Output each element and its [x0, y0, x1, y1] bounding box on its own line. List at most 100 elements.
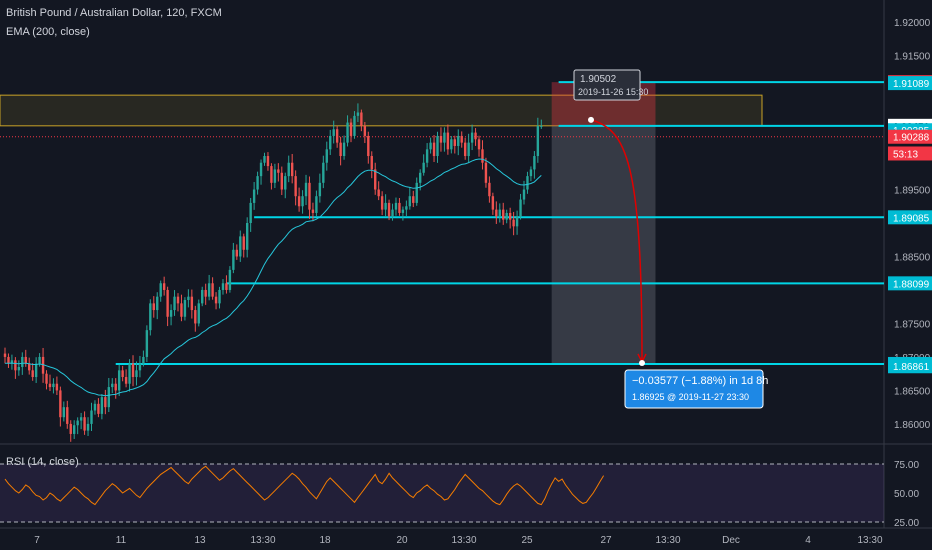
- price-label-bg-6: [888, 210, 932, 225]
- candle-body-119: [415, 182, 418, 203]
- candle-body-100: [349, 122, 353, 136]
- time-label-1: 11: [116, 535, 127, 546]
- candle-body-99: [346, 122, 349, 143]
- candle-body-125: [436, 135, 439, 157]
- candle-body-15: [55, 383, 59, 391]
- candle-body-82: [287, 162, 290, 177]
- candle-body-17: [62, 407, 66, 418]
- price-label-bg-1: [888, 76, 932, 91]
- candle-body-85: [297, 196, 301, 207]
- candle-body-57: [201, 289, 204, 304]
- candle-body-128: [446, 132, 450, 150]
- rsi-axis-tick-1: 50.00: [894, 489, 919, 500]
- price-tick-1: 1.91500: [894, 52, 931, 63]
- candle-body-97: [339, 142, 342, 157]
- candle-body-75: [263, 156, 266, 163]
- candle-body-72: [252, 189, 256, 203]
- rsi-band: [0, 464, 884, 522]
- rsi-axis-tick-2: 25.00: [894, 518, 919, 529]
- candle-body-102: [356, 112, 360, 116]
- candle-body-62: [218, 289, 221, 304]
- candle-body-98: [342, 142, 346, 157]
- candle-body-65: [228, 269, 232, 290]
- candle-body-24: [86, 423, 90, 431]
- candle-body-33: [117, 370, 121, 391]
- candle-body-136: [474, 132, 477, 140]
- candle-body-86: [301, 196, 304, 207]
- price-label-9: 1.86861: [893, 362, 930, 373]
- candle-body-108: [377, 189, 380, 197]
- candle-body-30: [107, 387, 110, 408]
- candle-body-103: [360, 112, 363, 126]
- candle-body-92: [322, 162, 325, 183]
- symbol-legend[interactable]: British Pound / Australian Dollar, 120, …: [6, 7, 222, 19]
- candle-body-21: [76, 420, 79, 426]
- candle-body-36: [128, 363, 131, 384]
- rsi-legend[interactable]: RSI (14, close): [6, 456, 79, 468]
- candle-body-110: [384, 202, 387, 210]
- candle-body-96: [335, 129, 339, 143]
- candle-body-90: [315, 196, 318, 213]
- candle-body-148: [515, 216, 519, 227]
- candle-body-51: [180, 303, 183, 317]
- price-label-bg-7: [888, 276, 932, 291]
- candle-body-87: [304, 182, 308, 197]
- candle-body-48: [169, 310, 173, 317]
- candle-body-131: [457, 135, 460, 146]
- candle-body-55: [194, 310, 197, 324]
- candle-body-25: [90, 410, 93, 424]
- candle-body-2: [10, 360, 14, 364]
- candle-body-79: [277, 169, 280, 173]
- candle-body-116: [405, 206, 408, 210]
- time-label-2: 13: [194, 535, 206, 546]
- candle-body-117: [408, 196, 412, 207]
- candle-body-70: [246, 223, 249, 250]
- candle-body-112: [391, 209, 394, 217]
- candle-body-7: [28, 363, 31, 371]
- candle-body-126: [439, 135, 443, 143]
- candle-body-91: [318, 182, 322, 197]
- price-label-bg-5: [888, 146, 932, 161]
- candle-body-140: [488, 182, 491, 197]
- price-label-6: 1.89085: [893, 213, 930, 224]
- candle-body-40: [142, 356, 145, 364]
- ema-legend[interactable]: EMA (200, close): [6, 26, 90, 38]
- candle-body-83: [290, 162, 294, 177]
- candle-body-34: [121, 370, 124, 378]
- candle-body-95: [332, 129, 335, 136]
- price-tick-4: 1.88500: [894, 252, 931, 263]
- candle-body-130: [453, 139, 456, 146]
- candle-body-37: [131, 363, 135, 378]
- candle-body-47: [166, 289, 169, 317]
- projection-arrow: [590, 119, 643, 362]
- rsi-line: [4, 465, 605, 506]
- candle-body-28: [100, 397, 104, 414]
- candle-body-43: [152, 303, 155, 311]
- candle-body-134: [467, 142, 470, 157]
- candle-body-56: [197, 303, 200, 324]
- candle-body-88: [308, 182, 311, 210]
- price-label-bg-9: [888, 359, 932, 374]
- candle-body-18: [66, 407, 69, 424]
- result-tooltip-box: [624, 369, 764, 409]
- candle-body-154: [536, 125, 540, 157]
- candle-body-46: [162, 283, 166, 290]
- candle-body-138: [481, 149, 484, 163]
- candle-body-155: [540, 125, 543, 127]
- candle-body-68: [239, 236, 242, 257]
- candle-body-59: [207, 283, 211, 297]
- ema-line: [4, 158, 542, 397]
- candle-body-3: [14, 360, 17, 371]
- candle-body-26: [93, 403, 97, 411]
- candle-body-74: [259, 162, 263, 177]
- candle-body-109: [380, 196, 384, 210]
- price-label-4: 1.90288: [893, 133, 930, 144]
- candle-body-11: [41, 356, 45, 374]
- candle-body-5: [21, 356, 24, 367]
- candle-body-14: [52, 383, 55, 388]
- candle-body-133: [463, 142, 467, 157]
- candle-body-153: [533, 156, 536, 170]
- arrow-start-dot: [588, 116, 594, 123]
